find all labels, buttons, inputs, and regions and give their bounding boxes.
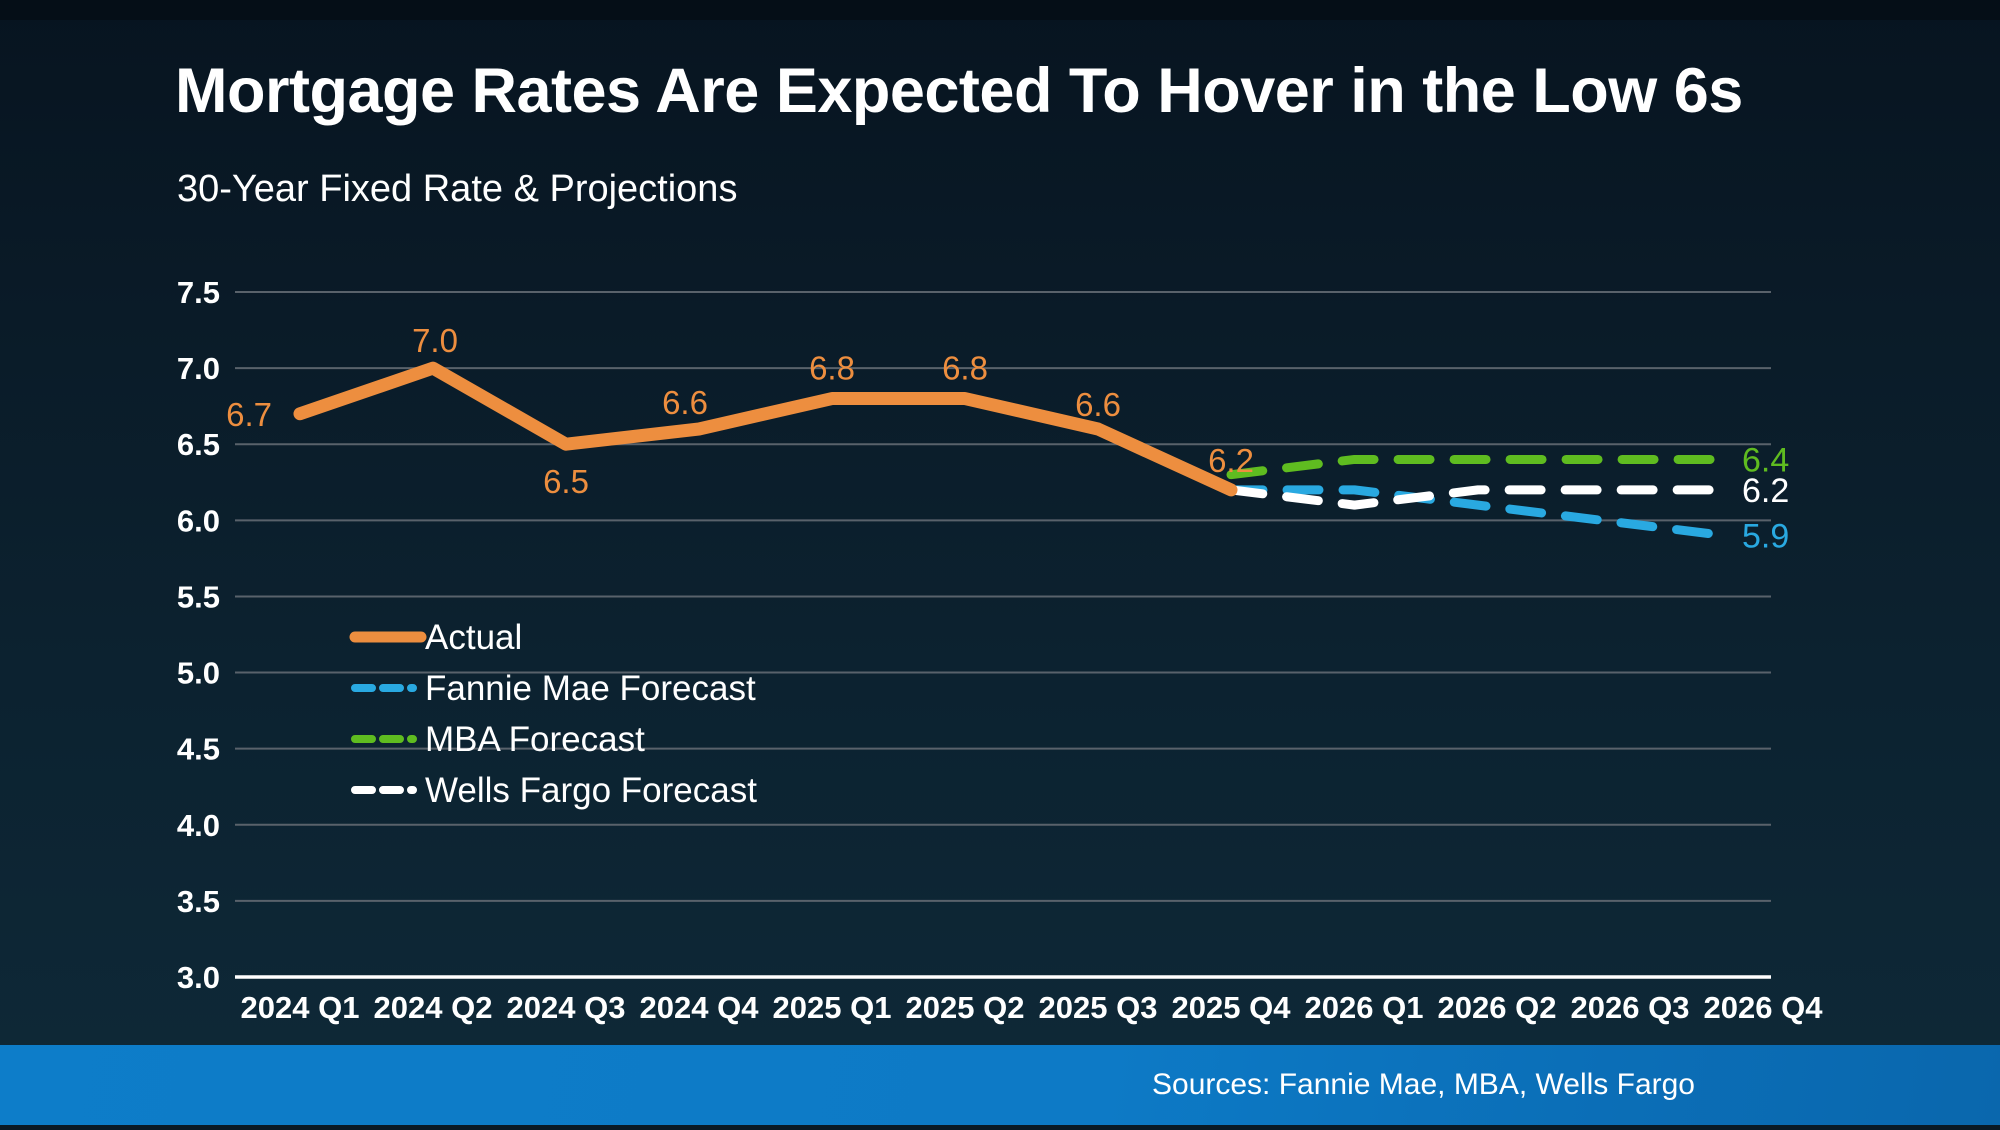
page-subtitle: 30-Year Fixed Rate & Projections: [177, 168, 738, 210]
end-label-wells_fargo: 6.2: [1742, 472, 1789, 510]
x-tick-label: 2024 Q1: [241, 990, 360, 1025]
y-tick-label: 6.0: [177, 503, 220, 538]
y-tick-label: 3.5: [177, 884, 220, 919]
x-tick-label: 2026 Q2: [1438, 990, 1557, 1025]
legend-item-actual[interactable]: Actual: [349, 618, 522, 657]
series-line-mba: [1226, 454, 1730, 480]
data-label-actual: 6.5: [543, 463, 589, 500]
y-tick-label: 5.5: [177, 579, 220, 614]
data-label-actual: 6.7: [226, 396, 272, 433]
y-tick-label: 5.0: [177, 656, 220, 691]
y-tick-label: 7.0: [177, 351, 220, 386]
data-label-actual: 6.8: [809, 350, 855, 387]
x-tick-label: 2024 Q3: [507, 990, 626, 1025]
end-label-mba: 6.4: [1742, 441, 1789, 479]
data-label-actual: 7.0: [412, 322, 458, 359]
y-tick-label: 3.0: [177, 960, 220, 995]
x-tick-label: 2026 Q4: [1704, 990, 1824, 1025]
x-tick-label: 2024 Q2: [374, 990, 493, 1025]
data-label-actual: 6.8: [942, 350, 988, 387]
legend-label: Wells Fargo Forecast: [425, 771, 757, 810]
footer-bar: Sources: Fannie Mae, MBA, Wells Fargo: [0, 1045, 2000, 1125]
x-tick-label: 2025 Q2: [906, 990, 1025, 1025]
legend-item-wells_fargo[interactable]: Wells Fargo Forecast: [351, 771, 757, 810]
data-label-actual: 6.6: [662, 384, 708, 421]
x-tick-label: 2025 Q3: [1039, 990, 1158, 1025]
x-tick-label: 2025 Q4: [1172, 990, 1292, 1025]
series-line-actual: [293, 361, 1238, 497]
end-label-fannie_mae: 5.9: [1742, 518, 1789, 556]
legend-item-mba[interactable]: MBA Forecast: [351, 720, 645, 759]
x-tick-label: 2024 Q4: [640, 990, 760, 1025]
legend-label: MBA Forecast: [425, 720, 645, 759]
page-title: Mortgage Rates Are Expected To Hover in …: [175, 56, 1743, 126]
y-tick-label: 4.5: [177, 732, 220, 767]
y-tick-label: 6.5: [177, 427, 220, 462]
top-strip: [0, 0, 2000, 20]
x-tick-label: 2026 Q3: [1571, 990, 1690, 1025]
x-tick-label: 2025 Q1: [773, 990, 892, 1025]
series-line-wells_fargo: [1226, 485, 1730, 510]
y-tick-label: 7.5: [177, 275, 220, 310]
legend-label: Actual: [425, 618, 522, 657]
data-label-actual: 6.6: [1075, 386, 1121, 423]
data-label-actual: 6.2: [1208, 442, 1254, 479]
x-tick-label: 2026 Q1: [1305, 990, 1424, 1025]
series-line-fannie_mae: [1226, 485, 1730, 541]
source-note: Sources: Fannie Mae, MBA, Wells Fargo: [1152, 1068, 1695, 1101]
legend-item-fannie_mae[interactable]: Fannie Mae Forecast: [351, 669, 756, 708]
legend-label: Fannie Mae Forecast: [425, 669, 756, 708]
y-tick-label: 4.0: [177, 808, 220, 843]
